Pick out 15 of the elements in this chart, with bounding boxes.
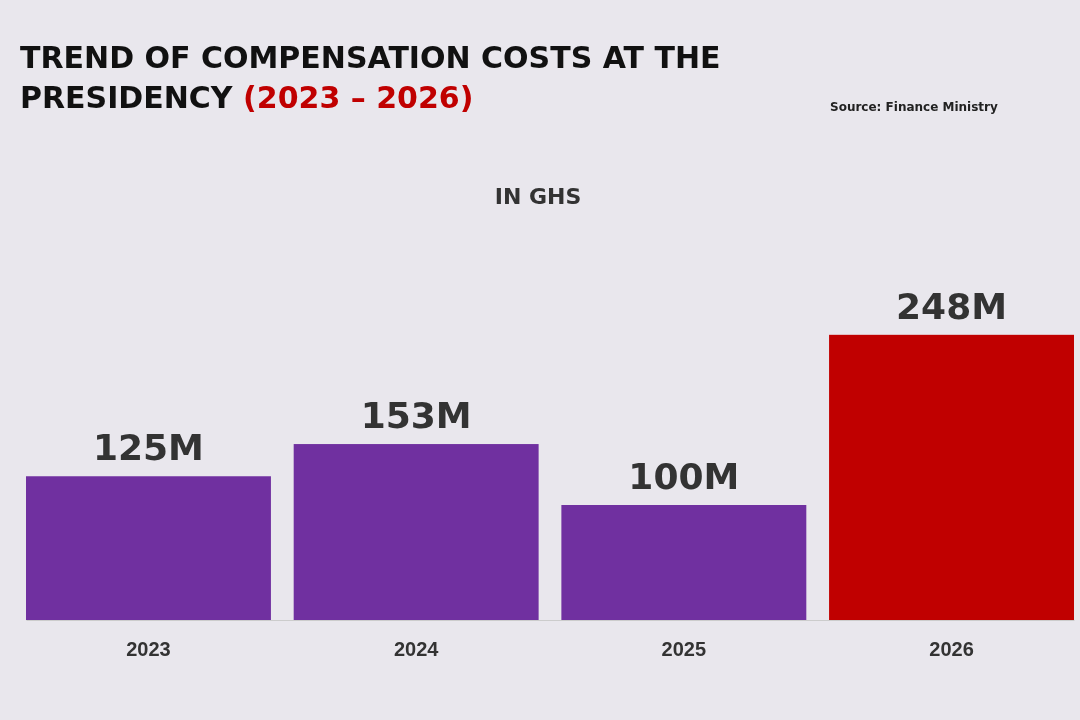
x-tick-label: 2023: [126, 638, 171, 661]
data-label: 125M: [92, 427, 204, 469]
bar: [26, 476, 271, 620]
bar: [829, 334, 1074, 620]
x-tick-label: 2024: [393, 638, 440, 661]
source-note: Source: Finance Ministry: [830, 100, 999, 114]
data-label: 100M: [628, 456, 740, 498]
x-tick-label: 2025: [661, 638, 707, 661]
chart-title: TREND OF COMPENSATION COSTS AT THE PRESIDENCY (2023 – 2026): [20, 40, 721, 115]
chart-subtitle: IN GHS: [494, 184, 582, 209]
x-tick-label: 2026: [929, 638, 974, 661]
data-label: 248M: [896, 285, 1008, 327]
bar: [293, 444, 539, 620]
data-label: 153M: [360, 395, 472, 437]
bar: [561, 505, 807, 620]
